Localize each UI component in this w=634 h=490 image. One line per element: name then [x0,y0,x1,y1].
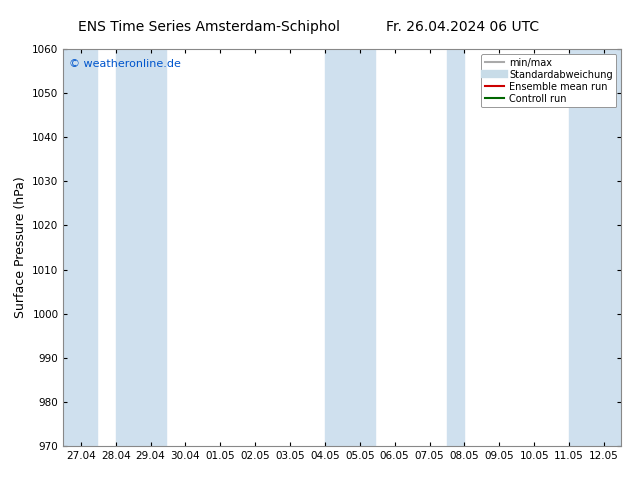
Text: ENS Time Series Amsterdam-Schiphol: ENS Time Series Amsterdam-Schiphol [78,20,340,34]
Bar [63,49,96,446]
Bar [447,49,464,446]
Bar [569,49,621,446]
Bar [116,49,166,446]
Legend: min/max, Standardabweichung, Ensemble mean run, Controll run: min/max, Standardabweichung, Ensemble me… [481,54,616,107]
Y-axis label: Surface Pressure (hPa): Surface Pressure (hPa) [14,176,27,318]
Text: Fr. 26.04.2024 06 UTC: Fr. 26.04.2024 06 UTC [386,20,540,34]
Bar [325,49,375,446]
Text: © weatheronline.de: © weatheronline.de [69,59,181,69]
